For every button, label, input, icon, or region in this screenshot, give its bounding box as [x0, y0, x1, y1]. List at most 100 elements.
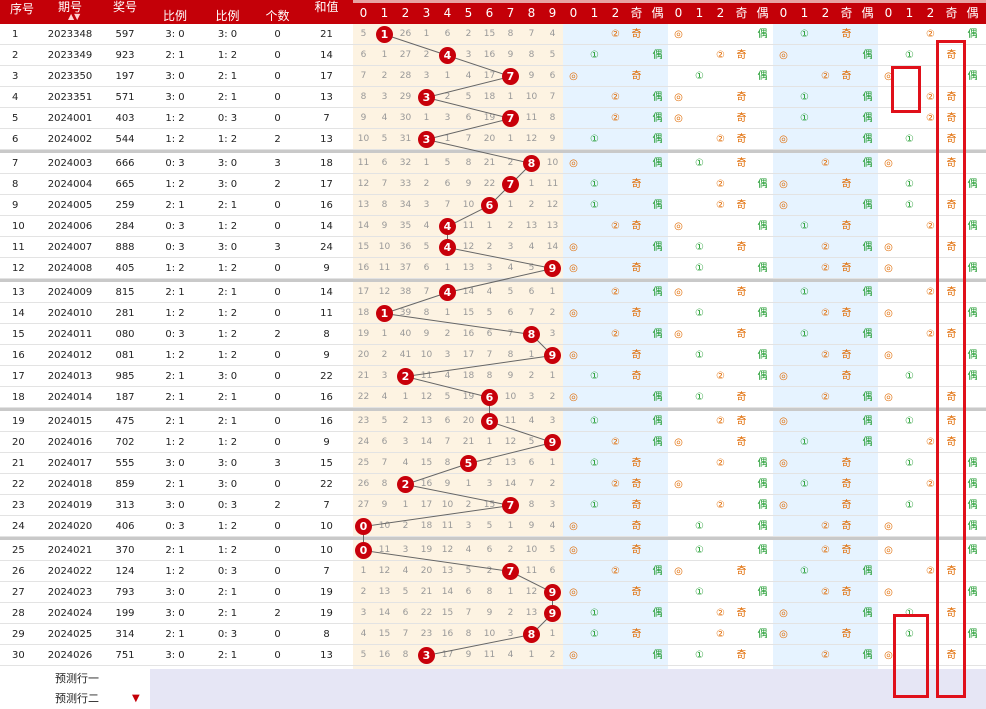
- road-header-1-0[interactable]: 0: [674, 6, 683, 20]
- road-header-3-0[interactable]: 0: [884, 6, 893, 20]
- red-sort-arrows-icon[interactable]: ▲▼: [68, 12, 81, 21]
- road-mark-9-2: ◎: [779, 200, 788, 211]
- road-header-0-2[interactable]: 2: [611, 6, 620, 20]
- row-1-ball[interactable]: 1: [376, 26, 393, 43]
- row-12-ball[interactable]: 9: [544, 260, 561, 277]
- road-mark-2-2: ◎: [779, 50, 788, 61]
- row-12-digit-0: 16: [357, 263, 370, 273]
- row-4-ball[interactable]: 3: [418, 89, 435, 106]
- row-6-seq: 6: [12, 134, 19, 145]
- digit-header-6[interactable]: 6: [485, 6, 494, 20]
- digit-header-0[interactable]: 0: [359, 6, 368, 20]
- row-2-ball[interactable]: 4: [439, 47, 456, 64]
- column-header-1[interactable]: 期号: [57, 0, 82, 14]
- prediction-row-bg-0: [150, 669, 986, 689]
- row-18-ball[interactable]: 6: [481, 389, 498, 406]
- column-header-2[interactable]: 奖号: [112, 0, 137, 14]
- dropdown-arrow-icon[interactable]: ▼: [132, 693, 140, 704]
- row-9-digit-7: 1: [507, 200, 514, 210]
- prediction-row-label-1[interactable]: 预测行一: [55, 672, 99, 685]
- row-13-ball[interactable]: 4: [439, 284, 456, 301]
- row-7-ball[interactable]: 8: [523, 155, 540, 172]
- road-header-0-1[interactable]: 1: [590, 6, 599, 20]
- row-26-digit-6: 2: [486, 566, 493, 576]
- row-7-digit-4: 5: [444, 158, 451, 168]
- road-header-0-3[interactable]: 奇: [630, 6, 643, 20]
- row-8-ball[interactable]: 7: [502, 176, 519, 193]
- road-header-2-3[interactable]: 奇: [840, 6, 853, 20]
- road-mark-15-1: ◎: [674, 329, 683, 340]
- row-13-digit-2: 38: [399, 287, 412, 297]
- row-24-ball[interactable]: 0: [355, 518, 372, 535]
- row-5-cnt: 0: [274, 113, 281, 124]
- row-27-ball[interactable]: 9: [544, 584, 561, 601]
- row-26-num: 124: [115, 566, 135, 577]
- row-9-ball[interactable]: 6: [481, 197, 498, 214]
- digit-header-3[interactable]: 3: [422, 6, 431, 20]
- road-mark-21-3: ①: [905, 458, 914, 469]
- row-17-ball[interactable]: 2: [397, 368, 414, 385]
- road-mark-6-2: ◎: [779, 134, 788, 145]
- column-header-3[interactable]: 比例: [162, 9, 187, 23]
- row-26-ball[interactable]: 7: [502, 563, 519, 580]
- row-16-ball[interactable]: 9: [544, 347, 561, 364]
- road-header-1-2[interactable]: 2: [716, 6, 725, 20]
- row-17-digit-3: 11: [420, 371, 433, 381]
- row-22-ball[interactable]: 2: [397, 476, 414, 493]
- road-header-3-3[interactable]: 奇: [945, 6, 958, 20]
- road-mark-11-0: ◎: [569, 242, 578, 253]
- digit-header-9[interactable]: 9: [548, 6, 557, 20]
- digit-header-1[interactable]: 1: [380, 6, 389, 20]
- road-header-1-3[interactable]: 奇: [735, 6, 748, 20]
- row-23-ball[interactable]: 7: [502, 497, 519, 514]
- road-header-0-0[interactable]: 0: [569, 6, 578, 20]
- digit-header-8[interactable]: 8: [527, 6, 536, 20]
- digit-header-7[interactable]: 7: [506, 6, 515, 20]
- row-14-ball[interactable]: 1: [376, 305, 393, 322]
- row-19-ball[interactable]: 6: [481, 413, 498, 430]
- row-29-digit-9: 1: [549, 629, 556, 639]
- row-30-ball[interactable]: 3: [418, 647, 435, 664]
- road-header-3-4[interactable]: 偶: [966, 6, 979, 20]
- column-header-0[interactable]: 序号: [9, 2, 34, 16]
- row-9-cnt: 0: [274, 200, 281, 211]
- row-11-ball[interactable]: 4: [439, 239, 456, 256]
- road-header-1-4[interactable]: 偶: [756, 6, 769, 20]
- column-header-6[interactable]: 和值: [314, 0, 339, 14]
- row-29-ball[interactable]: 8: [523, 626, 540, 643]
- prediction-row-label-2[interactable]: 预测行二: [55, 692, 99, 705]
- row-20-ball[interactable]: 9: [544, 434, 561, 451]
- column-header-5[interactable]: 个数: [265, 9, 290, 23]
- digit-header-2[interactable]: 2: [401, 6, 410, 20]
- road-header-2-1[interactable]: 1: [800, 6, 809, 20]
- road-header-1-1[interactable]: 1: [695, 6, 704, 20]
- row-4-seq: 4: [12, 92, 19, 103]
- road-header-0-4[interactable]: 偶: [651, 6, 664, 20]
- road-header-3-1[interactable]: 1: [905, 6, 914, 20]
- row-10-ball[interactable]: 4: [439, 218, 456, 235]
- row-22-seq: 22: [12, 479, 25, 490]
- row-divider: [0, 236, 986, 237]
- digit-header-4[interactable]: 4: [443, 6, 452, 20]
- row-5-ball[interactable]: 7: [502, 110, 519, 127]
- row-20-digit-0: 24: [357, 437, 370, 447]
- row-6-ball[interactable]: 3: [418, 131, 435, 148]
- digit-header-5[interactable]: 5: [464, 6, 473, 20]
- road-header-3-2[interactable]: 2: [926, 6, 935, 20]
- row-24-r1: 0: 3: [165, 521, 185, 532]
- road-header-2-0[interactable]: 0: [779, 6, 788, 20]
- road-header-2-4[interactable]: 偶: [861, 6, 874, 20]
- road-mark-30-1: ①: [695, 650, 704, 661]
- road-mark-22-2: ①: [800, 479, 809, 490]
- road-header-2-2[interactable]: 2: [821, 6, 830, 20]
- column-header-4[interactable]: 比例: [215, 9, 240, 23]
- row-3-ball[interactable]: 7: [502, 68, 519, 85]
- row-15-ball[interactable]: 8: [523, 326, 540, 343]
- row-12-digit-8: 5: [528, 263, 535, 273]
- row-28-ball[interactable]: 9: [544, 605, 561, 622]
- row-21-ball[interactable]: 5: [460, 455, 477, 472]
- road-oddeven-15-2: 偶: [862, 329, 873, 340]
- row-25-digit-5: 4: [465, 545, 472, 555]
- road-mark-21-0: ①: [590, 458, 599, 469]
- row-25-ball[interactable]: 0: [355, 542, 372, 559]
